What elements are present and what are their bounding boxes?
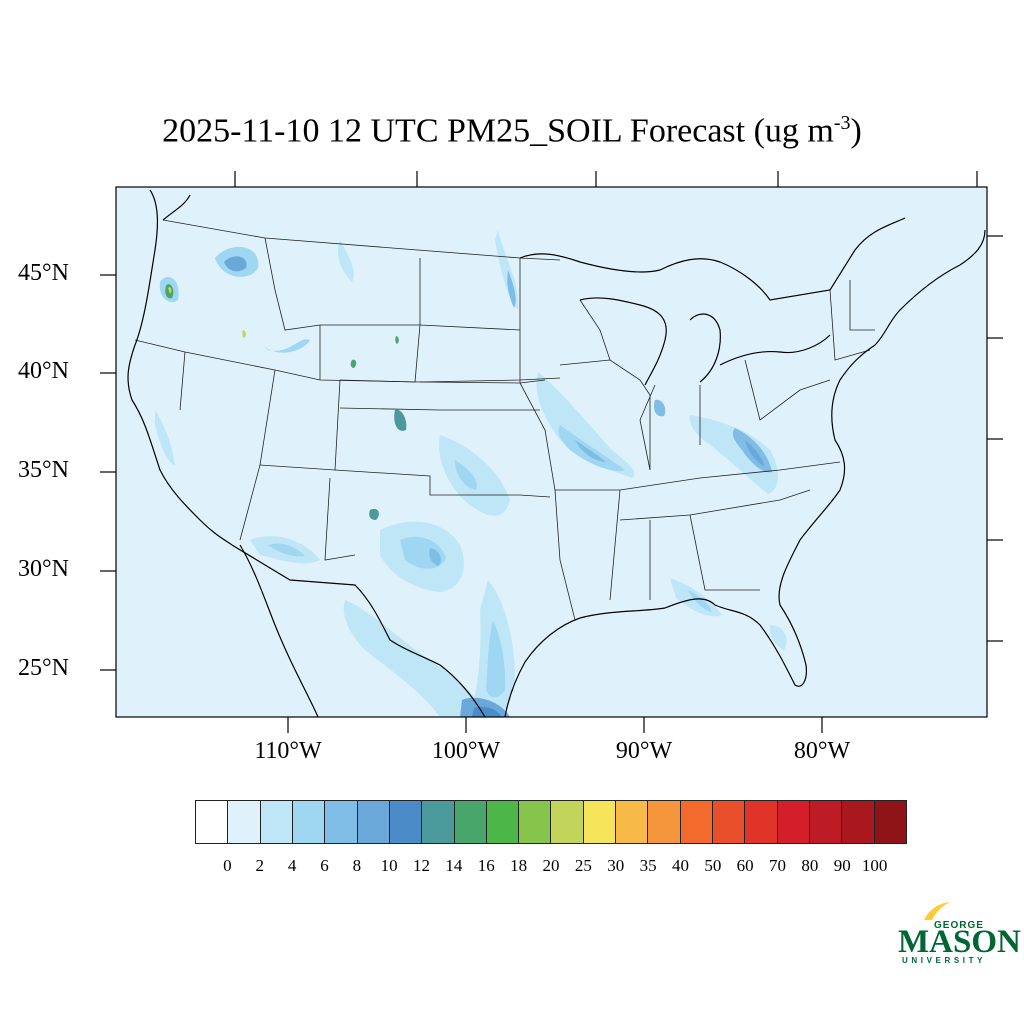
colorbar-swatch [809,801,843,843]
colorbar-swatch [519,801,552,843]
map-title: 2025-11-10 12 UTC PM25_SOIL Forecast (ug… [162,112,862,150]
logo-swoosh-icon [924,902,950,920]
lat-label-30n: 30°N [18,556,69,582]
colorbar-label: 25 [574,856,592,875]
lon-label-100w: 100°W [431,738,501,764]
george-mason-logo: GEORGE MASON UNIVERSITY [896,900,1021,970]
colorbar-label: 90 [833,856,851,875]
colorbar-swatch [454,801,487,843]
logo-university-text: UNIVERSITY [902,956,987,965]
colorbar-swatch [842,801,875,843]
axis-ticks [100,171,1003,733]
colorbar-swatch [196,801,229,843]
colorbar-label: 80 [801,856,819,875]
colorbar-swatch [292,801,326,843]
lat-label-40n: 40°N [18,358,69,384]
colorbar-label: 16 [477,856,495,875]
colorbar-swatch [616,801,649,843]
colorbar-swatch [551,801,584,843]
colorbar-swatch [228,801,261,843]
logo-mason-text: MASON [898,924,1021,960]
colorbar-swatch [422,801,455,843]
colorbar-label: 100 [861,856,888,875]
colorbar-label: 18 [510,856,528,875]
colorbar-label: 2 [255,856,264,875]
lon-label-80w: 80°W [793,738,851,764]
colorbar-swatch [680,801,713,843]
colorbar-label: 10 [380,856,398,875]
colorbar-swatch [260,801,293,843]
colorbar [195,800,907,844]
colorbar-swatch [874,801,906,843]
colorbar-swatch [648,801,681,843]
colorbar-swatch [713,801,746,843]
colorbar-swatch [583,801,617,843]
colorbar-label: 8 [352,856,362,875]
colorbar-label: 40 [671,856,689,875]
coastlines [127,189,986,718]
colorbar-label: 0 [223,856,232,875]
colorbar-label: 6 [320,856,329,875]
colorbar-swatch [486,801,520,843]
colorbar-label: 30 [607,856,625,875]
colorbar-label: 70 [769,856,787,875]
colorbar-label: 50 [704,856,722,875]
logo-george-text: GEORGE [934,920,984,931]
colorbar-label: 35 [639,856,657,875]
colorbar-swatch [325,801,358,843]
colorbar-label: 12 [413,856,431,875]
colorbar-swatch [777,801,810,843]
lon-label-90w: 90°W [615,738,673,764]
colorbar-swatch [745,801,778,843]
state-boundaries [134,219,875,621]
map-frame [115,186,988,718]
lon-label-110w: 110°W [254,738,322,764]
concentration-plumes [155,230,787,717]
colorbar-label: 14 [445,856,463,875]
colorbar-label: 60 [736,856,754,875]
colorbar-label: 4 [287,856,297,875]
lat-label-25n: 25°N [18,655,69,681]
colorbar-swatch [357,801,390,843]
colorbar-label: 20 [542,856,560,875]
colorbar-swatch [389,801,423,843]
lat-label-35n: 35°N [18,457,69,483]
lat-label-45n: 45°N [18,260,69,286]
